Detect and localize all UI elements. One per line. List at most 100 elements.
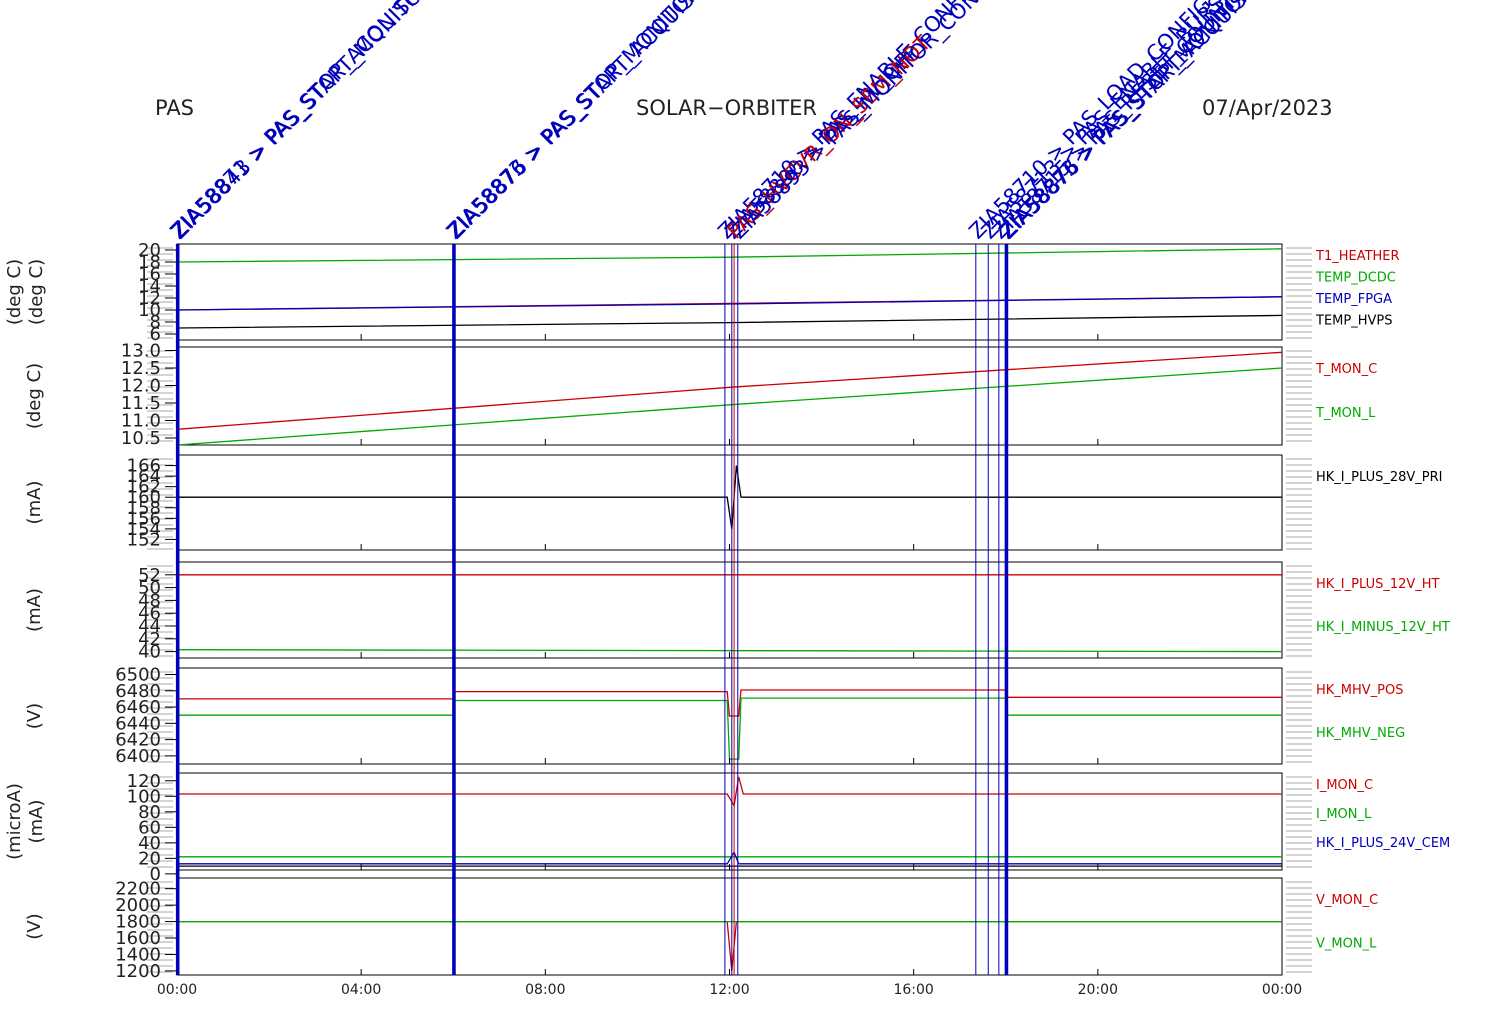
y-tick-label: 164 — [127, 466, 161, 487]
y-tick-label: 1800 — [115, 912, 161, 933]
y-tick-label: 10 — [138, 300, 161, 321]
y-tick-label: 48 — [138, 590, 161, 611]
panel-frame — [176, 561, 1283, 659]
legend-v_mon_c: V_MON_C — [1316, 893, 1378, 908]
event-label: ZIA58876 > PAS_START_ACQUISITION — [443, 0, 740, 244]
legend-v_mon_l: V_MON_L — [1316, 937, 1377, 952]
y-tick-label: 8 — [150, 312, 161, 333]
y-tick-label: 1200 — [115, 961, 161, 982]
y-tick-label: 6420 — [115, 730, 161, 751]
y-tick-label: 6440 — [115, 713, 161, 734]
instrument-label: PAS — [155, 96, 195, 120]
series-line-v_mon_c — [177, 920, 1282, 971]
y-tick-label: 40 — [138, 833, 161, 854]
y-tick-label: 100 — [127, 786, 161, 807]
panel-frame — [176, 243, 1283, 341]
y-tick-label: 6 — [150, 324, 161, 345]
legend-i_mon_l: I_MON_L — [1316, 807, 1372, 822]
series-line-hk_i_plus_24v_cem — [177, 850, 1282, 865]
y-tick-label: 1600 — [115, 928, 161, 949]
y-axis-label: (V) — [24, 703, 45, 729]
y-tick-label: 13.0 — [121, 341, 161, 362]
y-axis-label-secondary: (microA) — [4, 783, 25, 860]
y-tick-label: 80 — [138, 802, 161, 823]
series-line-i_mon_c — [177, 776, 1282, 808]
y-tick-label: 166 — [127, 456, 161, 477]
y-axis-label: (deg C) — [26, 259, 47, 325]
y-tick-label: 12 — [138, 288, 161, 309]
legend-t_mon_l: T_MON_L — [1315, 406, 1376, 421]
y-tick-label: 162 — [127, 477, 161, 498]
y-tick-label: 60 — [138, 817, 161, 838]
y-tick-label: 14 — [138, 276, 161, 297]
panel-frame — [176, 346, 1283, 446]
series-line-hk_mhv_pos — [177, 689, 1282, 717]
y-axis-label: (mA) — [24, 588, 45, 632]
x-tick-label: 04:00 — [341, 982, 381, 998]
y-tick-label: 40 — [138, 642, 161, 663]
x-tick-label: 12:00 — [709, 982, 749, 998]
y-tick-label: 160 — [127, 487, 161, 508]
legend-hk_mhv_pos: HK_MHV_POS — [1316, 683, 1404, 698]
y-tick-label: 42 — [138, 629, 161, 650]
y-tick-label: 1400 — [115, 944, 161, 965]
legend-temp_dcdc: TEMP_DCDC — [1315, 271, 1396, 286]
y-tick-label: 6500 — [115, 665, 161, 686]
x-tick-label: 08:00 — [525, 982, 565, 998]
series-line-temp_hvps — [176, 314, 1283, 329]
event-label: ZIA58893 > PAS_MONITOR_CONFIG — [726, 0, 1009, 244]
legend-i_mon_c: I_MON_C — [1316, 778, 1373, 793]
mission-label: SOLAR−ORBITER — [636, 96, 818, 120]
series-line-hk_i_plus_28v_pri — [177, 465, 1282, 529]
panel-frame — [176, 772, 1283, 871]
legend-t1_heather: T1_HEATHER — [1315, 249, 1400, 264]
panel-2: 13.012.512.011.511.010.5 (deg C) T_MON_C T_… — [24, 341, 1377, 450]
y-tick-label: 11.5 — [121, 393, 161, 414]
legend-temp_hvps: TEMP_HVPS — [1315, 314, 1392, 329]
y-tick-label: 158 — [127, 498, 161, 519]
y-tick-label: 44 — [138, 616, 161, 637]
legend-t_mon_c: T_MON_C — [1315, 362, 1377, 377]
y-tick-label: 120 — [127, 771, 161, 792]
series-line-t_mon_c — [176, 351, 1283, 430]
y-tick-label: 46 — [138, 603, 161, 624]
y-tick-label: 2000 — [115, 895, 161, 916]
y-axis-label: (mA) — [24, 481, 45, 525]
y-tick-label: 152 — [127, 529, 161, 550]
x-tick-label: 00:00 — [157, 982, 197, 998]
y-tick-label: 156 — [127, 508, 161, 529]
x-tick-label: 20:00 — [1078, 982, 1118, 998]
y-tick-label: 2200 — [115, 879, 161, 900]
legend-hk_i_plus_24v_cem: HK_I_PLUS_24V_CEM — [1316, 836, 1450, 851]
legend-temp_fpga: TEMP_FPGA — [1315, 292, 1392, 307]
y-tick-label: 6480 — [115, 681, 161, 702]
x-tick-label: 00:00 — [1262, 982, 1302, 998]
y-tick-label: 10.5 — [121, 428, 161, 449]
y-tick-label: 20 — [138, 240, 161, 261]
y-tick-label: 12.0 — [121, 376, 161, 397]
y-tick-label: 6400 — [115, 746, 161, 767]
y-tick-label: 12.5 — [121, 358, 161, 379]
y-axis-label: (deg C) — [24, 363, 45, 429]
series-line-hk_i_minus_12v_ht — [176, 649, 1283, 653]
y-tick-label: 20 — [138, 848, 161, 869]
y-tick-label: 0 — [150, 864, 161, 885]
y-axis-label: (mA) — [26, 800, 47, 844]
panel-frame — [176, 454, 1283, 551]
series-line-temp_fpga — [176, 296, 1283, 311]
series-line-hk_mhv_neg — [177, 697, 1282, 760]
legend-hk_i_plus_12v_ht: HK_I_PLUS_12V_HT — [1316, 577, 1440, 592]
event-label: ZIA58876 > PAS_START_ACQUISITION — [996, 0, 1293, 244]
y-tick-label: 11.0 — [121, 411, 161, 432]
y-tick-label: 50 — [138, 578, 161, 599]
y-tick-label: 16 — [138, 264, 161, 285]
y-tick-label: 154 — [127, 519, 161, 540]
y-tick-label: 52 — [138, 565, 161, 586]
y-axis-label-secondary: (deg C) — [4, 259, 25, 325]
legend-hk_i_plus_28v_pri: HK_I_PLUS_28V_PRI — [1316, 470, 1442, 485]
